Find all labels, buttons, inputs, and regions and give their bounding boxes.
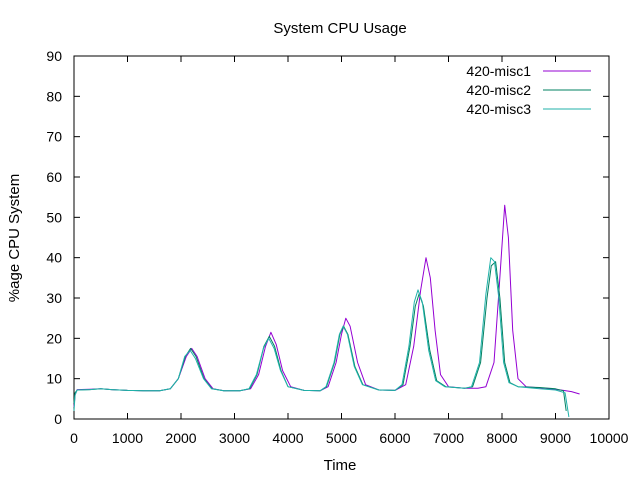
y-tick-label: 90 bbox=[46, 48, 62, 64]
legend: 420-misc1 420-misc2 420-misc3 bbox=[466, 63, 591, 117]
y-tick-label: 50 bbox=[46, 209, 62, 225]
legend-label: 420-misc3 bbox=[466, 101, 531, 117]
y-tick-label: 20 bbox=[46, 330, 62, 346]
series-line-420-misc1 bbox=[73, 204, 580, 407]
y-tick-label: 0 bbox=[54, 411, 62, 427]
x-tick-label: 8000 bbox=[486, 430, 517, 446]
series-line-420-misc3 bbox=[73, 257, 570, 418]
x-tick-label: 4000 bbox=[272, 430, 303, 446]
legend-label: 420-misc2 bbox=[466, 82, 531, 98]
x-tick-label: 10000 bbox=[590, 430, 629, 446]
y-axis-label: %age CPU System bbox=[6, 174, 23, 302]
y-tick-label: 70 bbox=[46, 129, 62, 145]
y-tick-label: 60 bbox=[46, 169, 62, 185]
x-tick-label: 3000 bbox=[219, 430, 250, 446]
series-line-420-misc2 bbox=[73, 261, 567, 411]
series-lines bbox=[73, 204, 580, 418]
x-tick-label: 2000 bbox=[165, 430, 196, 446]
y-tick-label: 10 bbox=[46, 371, 62, 387]
y-tick-label: 40 bbox=[46, 250, 62, 266]
x-tick-label: 1000 bbox=[112, 430, 143, 446]
x-tick-label: 7000 bbox=[433, 430, 464, 446]
x-axis-label: Time bbox=[324, 457, 357, 474]
x-tick-label: 0 bbox=[70, 430, 78, 446]
y-tick-label: 80 bbox=[46, 88, 62, 104]
x-tick-label: 9000 bbox=[540, 430, 571, 446]
chart-title: System CPU Usage bbox=[273, 20, 406, 37]
x-tick-label: 6000 bbox=[379, 430, 410, 446]
axis-ticks: 0 1000 2000 3000 4000 5000 6000 7000 8000 9000 100… bbox=[46, 48, 628, 446]
y-tick-label: 30 bbox=[46, 290, 62, 306]
legend-label: 420-misc1 bbox=[466, 63, 531, 79]
x-tick-label: 5000 bbox=[326, 430, 357, 446]
